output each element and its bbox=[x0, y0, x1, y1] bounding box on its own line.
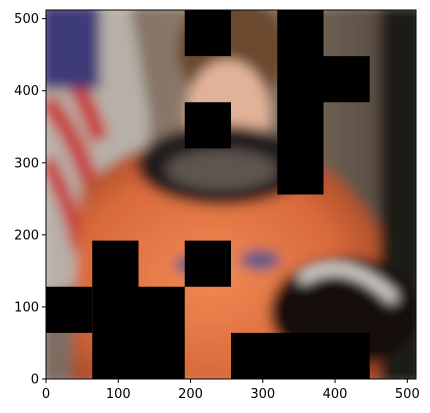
masked-block-7 bbox=[277, 10, 324, 195]
plot-frame bbox=[45, 9, 417, 380]
masked-block-3 bbox=[184, 240, 231, 287]
masked-block-1 bbox=[92, 240, 139, 379]
x-tick-label: 0 bbox=[42, 387, 50, 402]
x-tick-label: 100 bbox=[106, 387, 131, 402]
masked-block-0 bbox=[46, 286, 93, 333]
masked-block-8 bbox=[323, 56, 370, 103]
x-tick-label: 200 bbox=[178, 387, 203, 402]
masked-block-6 bbox=[231, 332, 370, 379]
y-tick-label: 400 bbox=[14, 84, 39, 99]
masked-block-2 bbox=[138, 286, 185, 379]
x-axis: 0 100 200 300 400 500 bbox=[42, 379, 420, 402]
y-tick-label: 200 bbox=[14, 228, 39, 243]
y-tick-label: 300 bbox=[14, 156, 39, 171]
x-tick-label: 500 bbox=[395, 387, 420, 402]
x-tick-label: 400 bbox=[323, 387, 348, 402]
y-tick-label: 0 bbox=[31, 373, 39, 388]
mask-blocks bbox=[46, 10, 370, 379]
y-tick-label: 100 bbox=[14, 300, 39, 315]
y-tick-label: 500 bbox=[14, 12, 39, 27]
x-tick-label: 300 bbox=[250, 387, 275, 402]
y-axis: 0 100 200 300 400 500 bbox=[14, 12, 46, 388]
masked-block-4 bbox=[184, 102, 231, 149]
masked-block-5 bbox=[184, 10, 231, 57]
